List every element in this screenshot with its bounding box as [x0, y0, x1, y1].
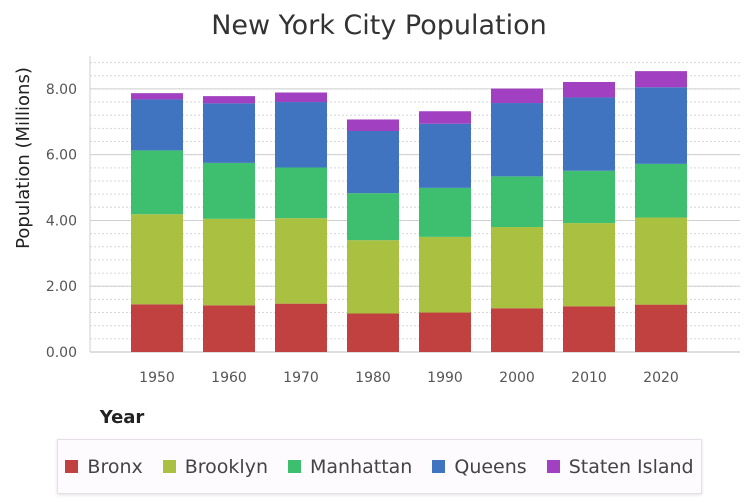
legend-label: Brooklyn	[184, 455, 268, 478]
legend-swatch	[288, 460, 301, 473]
legend-label: Staten Island	[568, 455, 694, 478]
x-axis-label: Year	[99, 407, 145, 428]
y-tick-label: 2.00	[46, 279, 77, 295]
legend-item-bronx[interactable]: Bronx	[65, 455, 143, 478]
bar-segment-brooklyn-1970	[275, 218, 327, 304]
legend-swatch	[432, 460, 446, 473]
bar-segment-manhattan-2020	[635, 163, 687, 218]
bar-segment-queens-1970	[275, 102, 327, 168]
x-tick-label: 1990	[427, 370, 463, 386]
bar-segment-bronx-1980	[347, 313, 399, 352]
legend-swatch	[162, 460, 176, 473]
legend-swatch	[65, 460, 79, 473]
bar-segment-bronx-1970	[275, 303, 327, 352]
bar-segment-queens-1950	[131, 99, 183, 151]
legend-item-brooklyn[interactable]: Brooklyn	[162, 455, 268, 478]
bar-segment-queens-1990	[419, 123, 471, 188]
bar-segment-manhattan-1970	[275, 167, 327, 219]
bar-segment-queens-2010	[563, 97, 615, 171]
legend: Bronx Brooklyn Manhattan Queens Staten Islan…	[57, 439, 702, 494]
bar-segment-brooklyn-1950	[131, 214, 183, 305]
y-axis-label: Population (Millions)	[13, 67, 34, 249]
y-tick-label: 8.00	[46, 82, 77, 98]
bar-segment-manhattan-1960	[203, 162, 255, 219]
bar-segment-queens-2020	[635, 87, 687, 164]
bar-segment-staten-island-2020	[635, 71, 687, 88]
bar-segment-brooklyn-1990	[419, 236, 471, 313]
legend-swatch	[546, 460, 560, 473]
bar-segment-brooklyn-2010	[563, 223, 615, 307]
bars	[131, 71, 687, 352]
x-tick-label: 1960	[211, 370, 247, 386]
x-tick-label: 2020	[643, 370, 679, 386]
bar-segment-bronx-2010	[563, 306, 615, 352]
bar-segment-brooklyn-2020	[635, 217, 687, 305]
bar-segment-manhattan-2010	[563, 170, 615, 224]
legend-item-staten-island[interactable]: Staten Island	[546, 455, 694, 478]
x-tick-label: 1980	[355, 370, 391, 386]
legend-label: Queens	[454, 455, 527, 478]
bar-segment-brooklyn-1980	[347, 240, 399, 314]
bar-segment-manhattan-2000	[491, 176, 543, 228]
y-tick-label: 4.00	[46, 213, 77, 229]
chart-title: New York City Population	[211, 10, 547, 41]
grid	[90, 62, 740, 353]
legend-label: Manhattan	[310, 455, 413, 478]
bar-segment-staten-island-1990	[419, 111, 471, 124]
bar-segment-bronx-1960	[203, 305, 255, 352]
bar-segment-staten-island-1950	[131, 93, 183, 100]
axes: 0.00 2.00 4.00 6.00 8.00 1950 1960 1970 1980 1990…	[46, 56, 679, 386]
bar-segment-queens-2000	[491, 103, 543, 177]
bar-segment-staten-island-1960	[203, 96, 255, 104]
bar-segment-queens-1960	[203, 103, 255, 163]
x-tick-label: 2000	[499, 370, 535, 386]
bar-segment-staten-island-1980	[347, 119, 399, 131]
legend-item-manhattan[interactable]: Manhattan	[288, 456, 412, 478]
x-tick-label: 1950	[139, 370, 175, 386]
x-tick-label: 1970	[283, 370, 319, 386]
bar-segment-staten-island-2000	[491, 88, 543, 104]
bar-segment-bronx-1950	[131, 304, 183, 352]
bar-segment-manhattan-1980	[347, 193, 399, 241]
legend-label: Bronx	[87, 455, 143, 478]
bar-segment-bronx-2000	[491, 308, 543, 352]
x-tick-label: 2010	[571, 370, 607, 386]
bar-segment-queens-1980	[347, 130, 399, 194]
bar-segment-manhattan-1990	[419, 187, 471, 237]
bar-segment-bronx-1990	[419, 312, 471, 352]
bar-segment-brooklyn-2000	[491, 227, 543, 309]
legend-item-queens[interactable]: Queens	[432, 455, 527, 478]
y-tick-label: 6.00	[46, 148, 77, 164]
y-tick-label: 0.00	[46, 345, 77, 361]
bar-segment-manhattan-1950	[131, 150, 183, 215]
bar-segment-brooklyn-1960	[203, 218, 255, 306]
bar-segment-staten-island-1970	[275, 92, 327, 103]
bar-segment-bronx-2020	[635, 304, 687, 352]
bar-segment-staten-island-2010	[563, 81, 615, 98]
